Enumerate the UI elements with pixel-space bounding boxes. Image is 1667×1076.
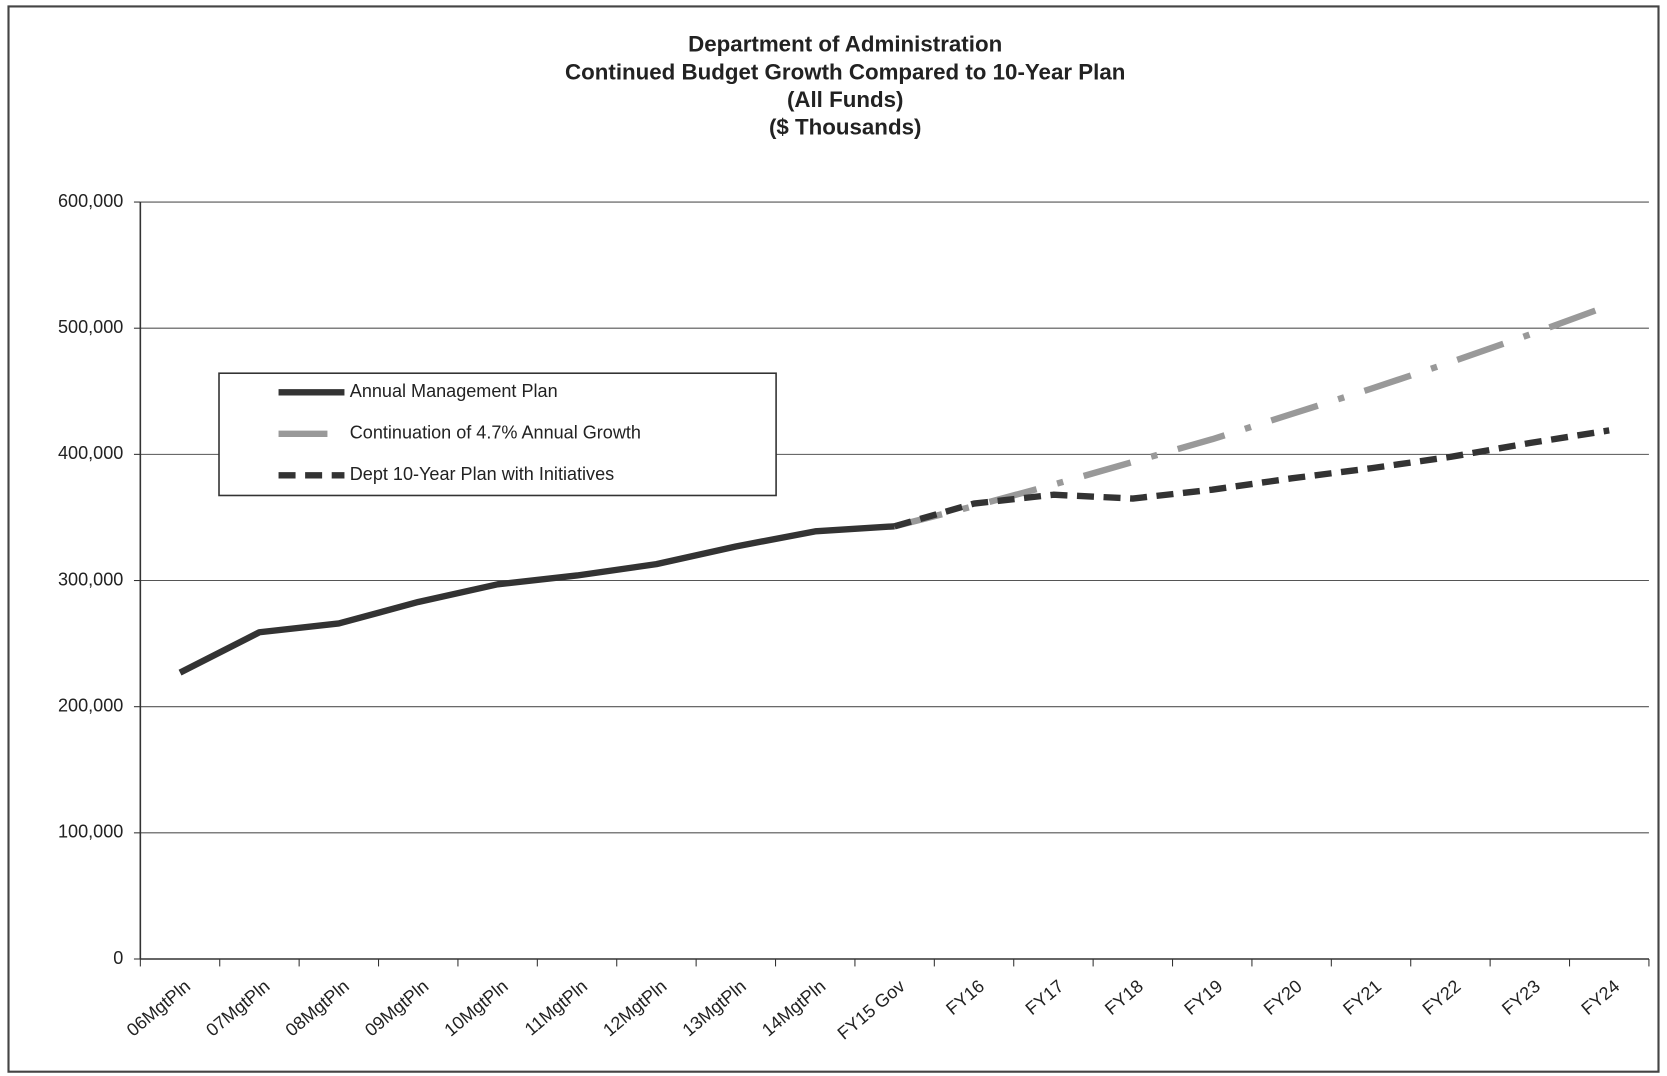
y-tick-label: 0 <box>113 948 123 968</box>
y-tick-label: 400,000 <box>58 443 123 463</box>
chart-title: Continued Budget Growth Compared to 10-Y… <box>565 59 1125 84</box>
legend-label: Dept 10-Year Plan with Initiatives <box>350 464 614 484</box>
chart-title: ($ Thousands) <box>769 115 921 140</box>
legend-label: Continuation of 4.7% Annual Growth <box>350 423 641 443</box>
y-tick-label: 200,000 <box>58 695 123 715</box>
chart-title: (All Funds) <box>787 87 904 112</box>
legend-label: Annual Management Plan <box>350 381 558 401</box>
series-line <box>893 302 1611 530</box>
chart-title: Department of Administration <box>688 32 1002 57</box>
chart-border <box>7 5 1660 1073</box>
y-tick-label: 500,000 <box>58 317 123 337</box>
y-tick-label: 600,000 <box>58 191 123 211</box>
y-tick-label: 100,000 <box>58 822 123 842</box>
y-tick-label: 300,000 <box>58 569 123 589</box>
series-line <box>178 523 895 676</box>
series-line <box>893 427 1610 530</box>
